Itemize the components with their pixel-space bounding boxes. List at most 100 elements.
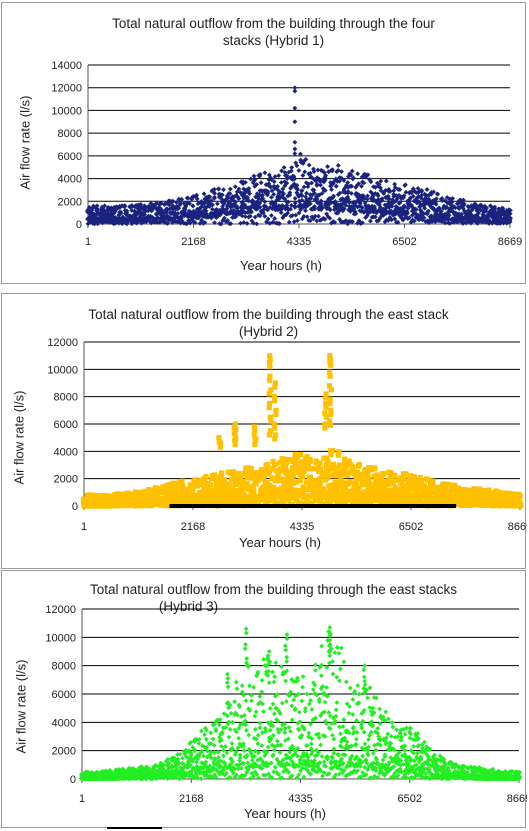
data-point	[510, 492, 516, 498]
data-point	[199, 760, 205, 766]
data-point	[343, 464, 349, 470]
data-point	[323, 405, 329, 411]
data-point	[247, 776, 253, 781]
data-point	[215, 213, 221, 219]
data-point	[189, 482, 195, 488]
data-point	[241, 471, 247, 477]
data-point	[496, 492, 502, 499]
data-point	[243, 754, 249, 760]
data-point	[334, 204, 340, 210]
data-point	[118, 218, 123, 224]
data-point	[496, 206, 502, 212]
data-point	[328, 362, 334, 368]
data-point	[418, 215, 424, 221]
data-point	[299, 193, 305, 199]
data-point	[234, 712, 240, 718]
data-point	[420, 211, 426, 217]
data-point	[230, 746, 235, 751]
data-point	[356, 463, 362, 469]
data-point	[241, 186, 247, 192]
data-point	[182, 773, 187, 779]
data-point	[165, 776, 171, 782]
data-point	[93, 205, 99, 211]
data-point	[308, 721, 313, 727]
data-point	[330, 448, 336, 454]
data-point	[290, 473, 297, 479]
data-point	[270, 723, 276, 729]
data-point	[329, 482, 335, 488]
data-point	[146, 493, 152, 500]
data-point	[187, 201, 192, 206]
data-point	[484, 219, 490, 225]
data-point	[409, 190, 414, 196]
data-point	[277, 711, 283, 716]
data-point	[228, 762, 233, 767]
data-point	[272, 184, 277, 189]
y-tick-label: 4000	[54, 446, 78, 458]
data-point	[317, 699, 322, 705]
data-point	[179, 478, 185, 484]
data-point	[228, 756, 234, 762]
data-point	[289, 773, 295, 779]
data-point	[265, 216, 271, 222]
data-point	[252, 726, 258, 732]
data-point	[170, 220, 175, 225]
data-point	[140, 205, 146, 211]
data-point	[256, 750, 261, 756]
data-point	[418, 477, 424, 483]
data-point	[216, 435, 222, 441]
data-point	[292, 451, 298, 457]
data-point	[326, 383, 333, 389]
y-tick-label: 4000	[52, 717, 76, 729]
data-point	[351, 724, 356, 730]
data-point	[450, 204, 456, 210]
data-point	[428, 482, 434, 488]
data-point	[368, 218, 373, 224]
data-point	[272, 432, 279, 438]
data-point	[122, 769, 128, 775]
data-point	[340, 724, 346, 730]
data-point	[446, 206, 452, 212]
data-point	[402, 215, 407, 221]
data-point	[272, 398, 278, 404]
data-point	[183, 747, 189, 753]
data-point	[325, 693, 330, 699]
data-point	[287, 728, 293, 734]
data-point	[260, 192, 266, 198]
data-point	[314, 692, 320, 698]
data-point	[218, 758, 224, 764]
data-point	[113, 215, 118, 220]
data-point	[301, 774, 307, 780]
data-point	[265, 189, 271, 194]
data-point	[138, 201, 144, 207]
data-point	[314, 218, 320, 224]
data-point	[224, 750, 230, 756]
data-point	[323, 764, 329, 769]
data-point	[272, 461, 278, 468]
data-point	[165, 756, 171, 762]
data-point	[289, 703, 295, 709]
data-point	[332, 219, 338, 225]
data-point	[256, 775, 261, 781]
data-point	[359, 725, 365, 731]
data-point	[496, 490, 502, 496]
data-point	[275, 472, 282, 479]
data-point	[312, 682, 318, 688]
data-point	[94, 769, 100, 775]
data-point	[255, 732, 261, 738]
data-point	[186, 489, 192, 495]
data-point	[284, 668, 290, 674]
data-point	[339, 169, 344, 174]
data-point	[461, 202, 467, 208]
data-point	[341, 206, 347, 212]
data-point	[233, 426, 239, 433]
data-point	[289, 470, 295, 476]
data-point	[349, 465, 355, 471]
data-point	[388, 472, 394, 479]
data-point	[271, 191, 277, 197]
data-point	[314, 747, 319, 753]
data-point	[101, 218, 107, 224]
data-point	[347, 760, 353, 766]
data-point	[328, 407, 334, 413]
data-point	[227, 765, 233, 771]
